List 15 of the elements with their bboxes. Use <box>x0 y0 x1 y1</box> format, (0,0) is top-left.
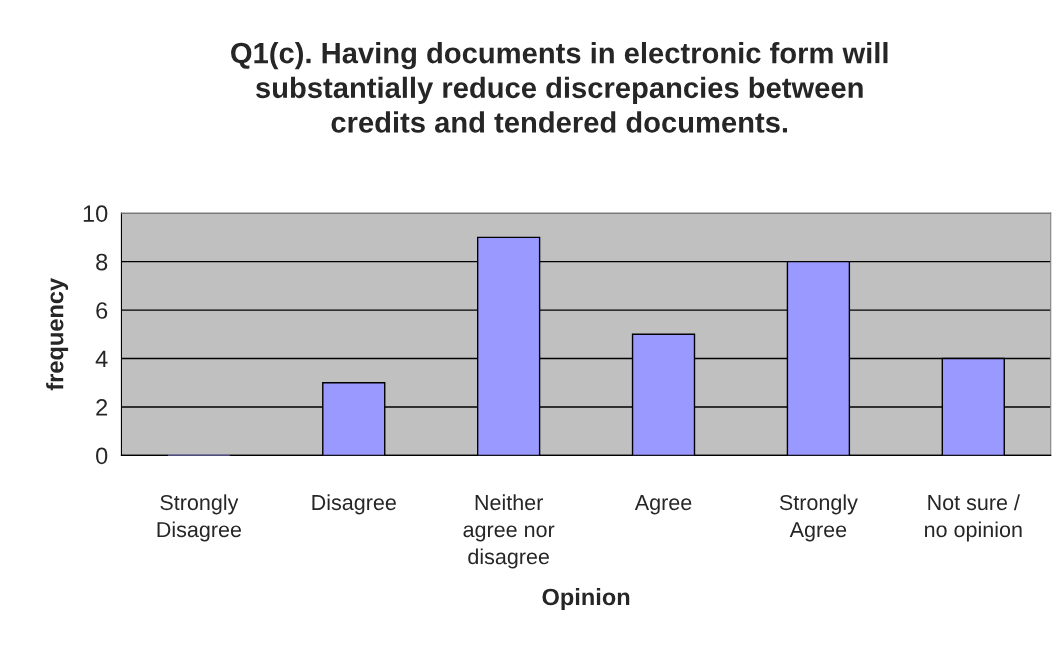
y-tick-label: 8 <box>96 253 108 271</box>
x-tick-label: Neither agree nor disagree <box>463 494 555 569</box>
y-tick-label: 4 <box>95 350 108 368</box>
y-tick-label: 6 <box>96 302 108 319</box>
chart-title: Q1(c). Having documents in electronic form will substantially reduce discrepancies between credits and tendered documents. <box>231 41 888 133</box>
y-tick-label: 0 <box>96 447 108 465</box>
x-tick-label: Strongly Agree <box>779 494 858 542</box>
x-axis-title: Opinion <box>542 588 630 611</box>
y-axis-title: frequency <box>46 278 69 391</box>
x-tick-label: Disagree <box>312 494 396 515</box>
x-tick-label: Not sure / no opinion <box>925 494 1022 542</box>
y-tick-label: 2 <box>96 399 108 416</box>
x-tick-label: Agree <box>634 495 692 515</box>
x-tick-label: Strongly Disagree <box>157 494 241 542</box>
y-tick-label: 10 <box>83 205 108 222</box>
